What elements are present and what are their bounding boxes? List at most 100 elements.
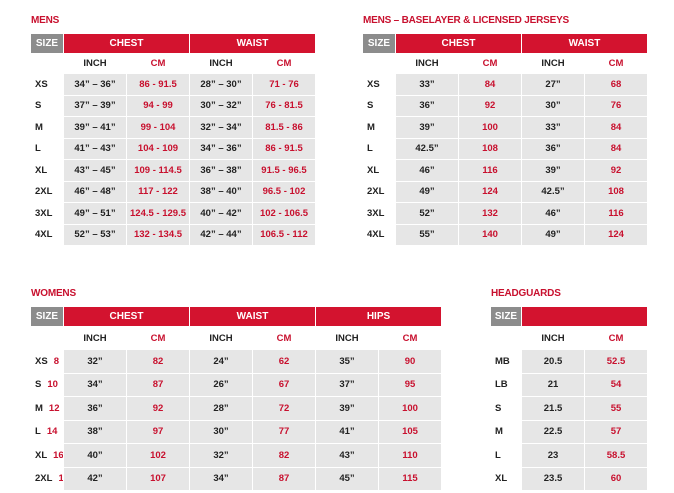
size-row: S 37” – 39” 94 - 99 30” – 32” 76 - 81.5 [31, 95, 315, 116]
size-label: L [495, 449, 501, 461]
measure-cell: 87 [127, 373, 189, 396]
size-label: 2XL [367, 186, 385, 198]
measure-cell: 132 [459, 203, 521, 224]
size-row: 4XL 55” 140 49” 124 [363, 224, 647, 245]
size-label: 2XL [35, 186, 53, 198]
measure-cell: 71 - 76 [253, 74, 315, 95]
measure-cell: 34” – 36” [190, 138, 252, 159]
size-cell: 3XL [363, 203, 395, 224]
group-header: HIPS [316, 307, 441, 326]
measure-cell: 49” [396, 181, 458, 202]
measure-cell: 40” [64, 444, 126, 467]
size-label: 4XL [367, 229, 385, 241]
blank [363, 54, 395, 73]
size-row: XL 46” 116 39” 92 [363, 160, 647, 181]
size-label: M [35, 402, 43, 414]
unit-header: INCH [64, 327, 126, 349]
measure-cell: 94 - 99 [127, 95, 189, 116]
measure-cell: 92 [585, 160, 647, 181]
measure-cell: 76 [585, 95, 647, 116]
measure-cell: 116 [459, 160, 521, 181]
size-table-block: MENS SIZE CHEST WAIST INCH CM INCH CM XS 34” – 36… [31, 14, 317, 246]
measure-cell: 115 [379, 467, 441, 490]
size-label: L [367, 143, 373, 155]
group-header: CHEST [64, 307, 189, 326]
size-row: 2XL 46” – 48” 117 - 122 38” – 40” 96.5 - 102 [31, 181, 315, 202]
group-header [522, 307, 647, 326]
measure-cell: 28” – 30” [190, 74, 252, 95]
size-cell: M [31, 117, 63, 138]
size-label: XL [367, 164, 380, 176]
size-cell: L [363, 138, 395, 159]
measure-cell: 100 [379, 397, 441, 420]
unit-header: INCH [190, 327, 252, 349]
measure-cell: 108 [459, 138, 521, 159]
size-label: M [367, 121, 375, 133]
size-number: 10 [47, 379, 58, 391]
unit-header-row: INCH CM INCH CM [31, 54, 315, 73]
unit-header: CM [253, 327, 315, 349]
size-label: L [35, 143, 41, 155]
size-header: SIZE [363, 34, 395, 53]
unit-header: INCH [522, 327, 584, 349]
measure-cell: 32” – 34” [190, 117, 252, 138]
size-row: S 36” 92 30” 76 [363, 95, 647, 116]
measure-cell: 27” [522, 74, 584, 95]
measure-cell: 140 [459, 224, 521, 245]
size-table: SIZE CHEST WAIST INCH CM INCH CM XS 33” 84 27” 68 S 3… [362, 33, 648, 246]
measure-cell: 106.5 - 112 [253, 224, 315, 245]
size-cell: XL [31, 160, 63, 181]
unit-header: INCH [396, 54, 458, 73]
size-label: M [35, 121, 43, 133]
size-row: M 12 36” 92 28” 72 39” 100 [31, 397, 441, 420]
measure-cell: 55” [396, 224, 458, 245]
measure-cell: 68 [585, 74, 647, 95]
measure-cell: 86 - 91.5 [253, 138, 315, 159]
measure-cell: 92 [459, 95, 521, 116]
measure-cell: 87 [253, 467, 315, 490]
unit-header: CM [127, 54, 189, 73]
measure-cell: 34” – 36” [64, 74, 126, 95]
size-label: 3XL [367, 207, 385, 219]
measure-cell: 33” [396, 74, 458, 95]
unit-header-row: INCH CM INCH CM [363, 54, 647, 73]
size-header: SIZE [31, 34, 63, 53]
size-cell: 2XL 18 [31, 467, 63, 490]
measure-cell: 30” – 32” [190, 95, 252, 116]
measure-cell: 99 - 104 [127, 117, 189, 138]
measure-cell: 35” [316, 350, 378, 373]
measure-cell: 84 [585, 138, 647, 159]
size-row: S 10 34” 87 26” 67 37” 95 [31, 373, 441, 396]
unit-header: INCH [190, 54, 252, 73]
blank [491, 327, 521, 349]
measure-cell: 23 [522, 444, 584, 467]
measure-cell: 55 [585, 397, 647, 420]
size-row: M 39” 100 33” 84 [363, 117, 647, 138]
measure-cell: 117 - 122 [127, 181, 189, 202]
size-table-block: WOMENS SIZE CHEST WAIST HIPS INCH CM INCH CM INCH… [31, 287, 443, 491]
size-label: XL [495, 473, 508, 485]
measure-cell: 57 [585, 420, 647, 443]
measure-cell: 124 [459, 181, 521, 202]
size-row: L 14 38” 97 30” 77 41” 105 [31, 420, 441, 443]
size-label: 3XL [35, 207, 53, 219]
measure-cell: 49” – 51” [64, 203, 126, 224]
size-table: SIZE CHEST WAIST INCH CM INCH CM XS 34” – 36” 86 … [30, 33, 316, 246]
unit-header-row: INCH CM INCH CM INCH CM [31, 327, 441, 349]
measure-cell: 104 - 109 [127, 138, 189, 159]
size-row: L 23 58.5 [491, 444, 647, 467]
unit-header: INCH [522, 54, 584, 73]
size-row: XL 43” – 45” 109 - 114.5 36” – 38” 91.5 - 96… [31, 160, 315, 181]
measure-cell: 41” [316, 420, 378, 443]
group-header-row: SIZE CHEST WAIST HIPS [31, 307, 441, 326]
measure-cell: 22.5 [522, 420, 584, 443]
measure-cell: 116 [585, 203, 647, 224]
measure-cell: 24” [190, 350, 252, 373]
measure-cell: 58.5 [585, 444, 647, 467]
size-row: L 41” – 43” 104 - 109 34” – 36” 86 - 91.5 [31, 138, 315, 159]
measure-cell: 43” – 45” [64, 160, 126, 181]
size-cell: S [363, 95, 395, 116]
size-cell: LB [491, 373, 521, 396]
group-header: WAIST [190, 34, 315, 53]
